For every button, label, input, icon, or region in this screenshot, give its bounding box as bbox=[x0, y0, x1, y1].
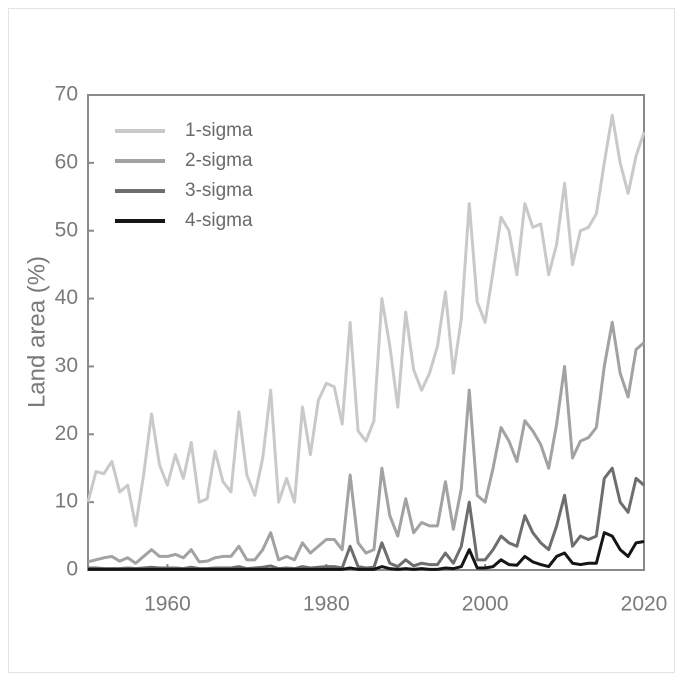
series-line bbox=[87, 320, 645, 565]
legend-label: 3-sigma bbox=[185, 180, 253, 201]
y-tick-label: 40 bbox=[55, 286, 78, 309]
series-line bbox=[88, 531, 645, 571]
y-tick-label: 20 bbox=[55, 422, 78, 445]
y-axis-label: Land area (%) bbox=[23, 256, 50, 408]
plot-frame bbox=[87, 94, 645, 571]
series-line bbox=[86, 113, 646, 528]
page-frame bbox=[8, 8, 675, 673]
legend-label: 4-sigma bbox=[185, 210, 253, 231]
x-tick-label: 2000 bbox=[462, 593, 509, 616]
y-tick-label: 10 bbox=[55, 490, 78, 513]
x-tick-label: 1980 bbox=[303, 593, 350, 616]
legend-label: 1-sigma bbox=[185, 120, 253, 141]
y-tick-label: 60 bbox=[55, 150, 78, 173]
legend-label: 2-sigma bbox=[185, 150, 253, 171]
y-tick-label: 0 bbox=[66, 558, 78, 581]
x-tick-label: 1960 bbox=[144, 593, 191, 616]
y-tick-label: 50 bbox=[55, 218, 78, 241]
y-tick-label: 30 bbox=[55, 354, 78, 377]
y-tick-label: 70 bbox=[55, 83, 78, 106]
x-tick-label: 2020 bbox=[621, 593, 668, 616]
